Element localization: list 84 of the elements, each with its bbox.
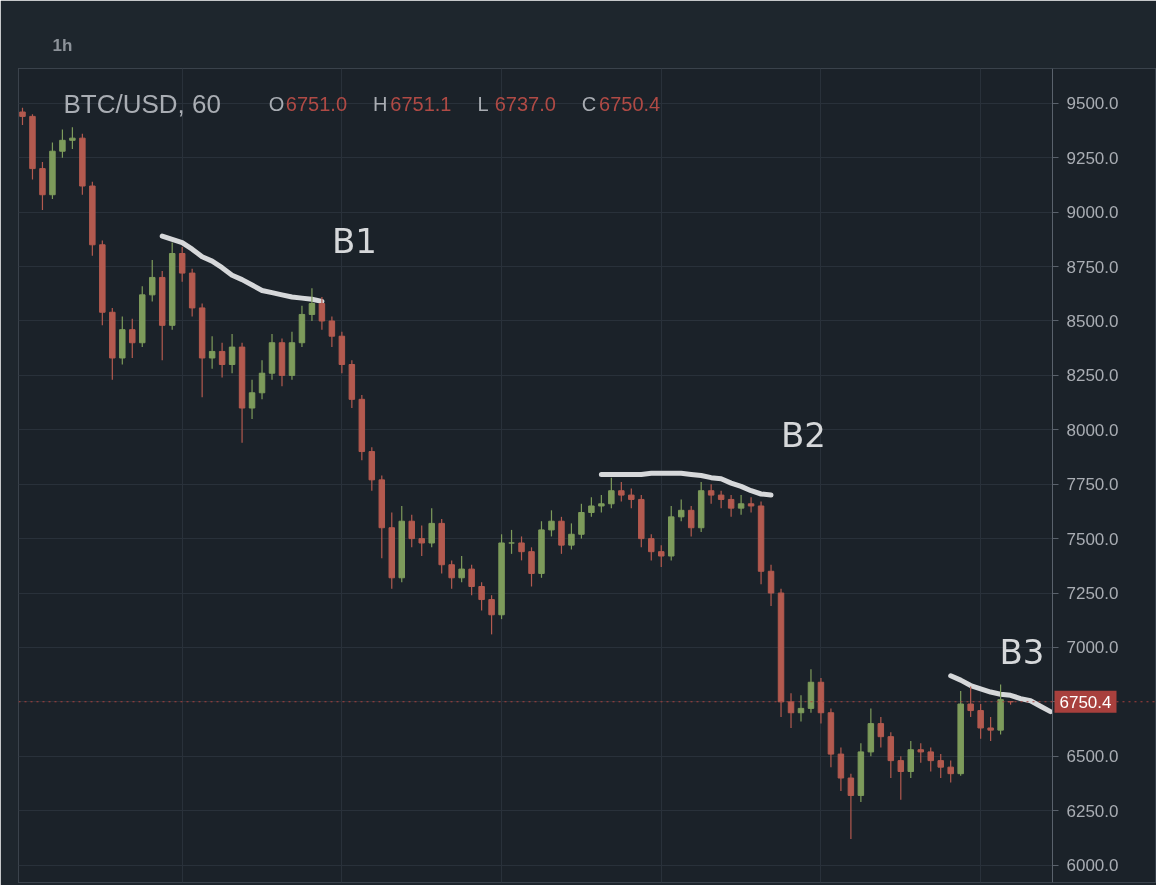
candlestick	[208, 335, 216, 370]
y-tick-label: 8000.0	[1066, 420, 1119, 440]
candlestick	[907, 740, 915, 779]
candlestick	[518, 535, 525, 561]
candlestick	[228, 333, 236, 374]
candlestick	[508, 529, 515, 555]
candlestick	[458, 555, 465, 583]
y-tick-label: 6000.0	[1066, 856, 1119, 876]
annotation: 6737.0	[494, 92, 556, 115]
y-tick-label: 8500.0	[1066, 311, 1119, 331]
candlestick	[687, 505, 695, 538]
candlestick	[877, 716, 885, 749]
candlestick	[727, 494, 735, 518]
annotation: 6751.1	[390, 92, 452, 115]
candlestick	[308, 287, 316, 322]
candlestick	[887, 731, 895, 779]
y-tick-label: 9250.0	[1066, 148, 1119, 168]
candlestick	[408, 514, 415, 548]
annotation: L	[477, 92, 489, 115]
candlestick	[747, 496, 755, 514]
candlestick	[837, 746, 845, 792]
candlestick	[548, 509, 555, 538]
y-tick-label: 7500.0	[1066, 529, 1119, 549]
y-tick-label: 9000.0	[1066, 203, 1119, 223]
candlestick	[937, 753, 944, 779]
candlestick	[917, 742, 924, 764]
candlestick	[947, 760, 954, 783]
ref-line-label: 6750.4	[1059, 692, 1112, 712]
candlestick	[428, 507, 435, 548]
candlestick	[588, 496, 595, 518]
candlestick	[448, 559, 455, 590]
text: BTC/USD, 60	[63, 88, 221, 119]
candlestick	[618, 481, 625, 503]
annotation: 6751.0	[285, 92, 348, 115]
candlestick	[568, 522, 575, 551]
candlestick	[707, 483, 715, 505]
candlestick	[608, 477, 615, 509]
annotation: H	[373, 92, 388, 115]
candlestick	[149, 259, 156, 302]
candlestick	[658, 544, 665, 568]
candlestick	[558, 516, 565, 555]
candlestick	[178, 246, 186, 283]
y-tick-label: 9500.0	[1066, 94, 1119, 114]
candlestick	[328, 316, 336, 348]
candlestick	[717, 490, 725, 509]
candlestick	[648, 533, 655, 561]
candlestick	[69, 126, 76, 150]
y-tick-label: 8250.0	[1066, 366, 1119, 386]
y-tick-label: 6250.0	[1066, 801, 1119, 821]
candlestick	[628, 487, 635, 509]
candlestick	[737, 494, 745, 516]
candlestick	[488, 594, 495, 635]
candlestick	[318, 296, 326, 331]
candlestick	[767, 564, 775, 607]
candlestick	[129, 318, 136, 359]
series-label: B1	[331, 221, 377, 262]
text: 1h	[52, 35, 73, 55]
candlestick	[218, 342, 226, 379]
series-label: B2	[781, 415, 827, 456]
candlestick	[258, 359, 266, 400]
annotation: O	[268, 92, 285, 115]
annotation: 6750.4	[599, 92, 661, 115]
candlestick	[977, 703, 984, 740]
candlestick	[248, 379, 256, 420]
candlestick	[677, 498, 685, 522]
candlestick	[418, 524, 425, 557]
candlestick	[578, 503, 585, 540]
annotation: C	[581, 92, 597, 115]
candlestick	[897, 755, 905, 801]
candlestick	[468, 564, 475, 596]
candlestick	[927, 746, 934, 773]
candlestick	[787, 692, 795, 729]
candlestick	[478, 581, 485, 612]
y-tick-label: 6500.0	[1066, 747, 1119, 767]
candlestick	[528, 546, 535, 588]
candlestick	[847, 773, 855, 840]
y-tick-label: 7750.0	[1066, 475, 1119, 495]
y-tick-label: 8750.0	[1066, 257, 1119, 277]
series-label: B3	[999, 631, 1045, 672]
candlestick	[987, 716, 994, 742]
candlestick	[967, 686, 974, 718]
candlestick	[59, 128, 66, 159]
y-tick-label: 7000.0	[1066, 638, 1119, 658]
y-tick-label: 7250.0	[1066, 584, 1119, 604]
